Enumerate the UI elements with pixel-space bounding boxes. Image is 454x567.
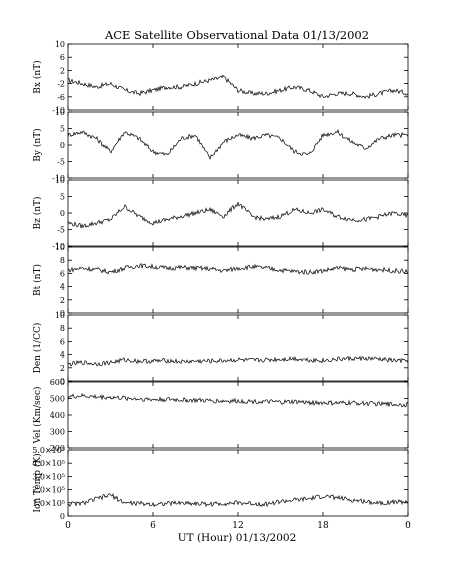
y-tick-label: 6 (60, 53, 65, 62)
y-tick-label: 0 (60, 377, 65, 386)
y-tick-label: 10 (55, 176, 65, 185)
y-tick-label: -6 (57, 93, 65, 102)
y-tick-label: 10 (55, 243, 65, 252)
y-tick-label: 10 (55, 108, 65, 117)
series-line (67, 355, 409, 367)
panel-6: 200 300 400 500 600 Vel (Km/sec) (32, 378, 409, 453)
panel-frame (67, 314, 409, 382)
y-tick-label: -10 (52, 174, 65, 183)
panel-1: -10 -6 -2 2 6 10 Bx (nT) (32, 40, 409, 115)
y-tick-label: -5 (57, 158, 65, 167)
y-tick-label: 5 (60, 193, 65, 202)
panel-2: -10 -5 0 5 10 By (nT) (32, 108, 409, 183)
x-tick-label: 18 (317, 521, 329, 531)
y-axis-label: Vel (Km/sec) (32, 386, 43, 444)
y-axis-label: By (nT) (32, 128, 43, 161)
x-axis: 0 6 12 18 0 (65, 521, 411, 531)
y-tick-label: 400 (50, 411, 65, 420)
y-tick-label: 5.0×10⁵ (32, 446, 65, 455)
x-axis-label: UT (Hour) 01/13/2002 (178, 532, 297, 544)
y-tick-label: 6 (60, 269, 65, 278)
y-axis-label: Ion Temp (K) (32, 453, 43, 512)
y-axis-label: Den (1/CC) (32, 323, 43, 374)
y-tick-label: 2 (60, 364, 65, 373)
y-tick-label: 0 (60, 209, 65, 218)
y-tick-label: 10 (55, 311, 65, 320)
panel-4: 0 2 4 6 8 10 Bt (nT) (32, 243, 409, 318)
y-tick-label: 2 (60, 66, 65, 75)
y-tick-label: -2 (57, 80, 65, 89)
y-tick-label: 0 (60, 512, 65, 521)
y-tick-label: 1.0×10⁵ (32, 499, 65, 508)
chart-title: ACE Satellite Observational Data 01/13/2… (104, 28, 369, 42)
y-tick-label: 0 (60, 309, 65, 318)
series-line (67, 202, 409, 229)
y-tick-label: 300 (50, 428, 65, 437)
series-line (67, 392, 409, 408)
y-tick-label: 600 (50, 378, 65, 387)
y-tick-label: 8 (60, 324, 65, 333)
y-tick-label: 4 (60, 283, 65, 292)
y-tick-label: -10 (52, 242, 65, 251)
y-tick-label: 4.0×10⁵ (32, 459, 65, 468)
y-tick-label: 6 (60, 337, 65, 346)
y-tick-label: 10 (55, 40, 65, 49)
y-tick-label: -5 (57, 226, 65, 235)
panel-frame (67, 381, 409, 449)
y-tick-label: 200 (50, 444, 65, 453)
y-tick-label: 4 (60, 351, 65, 360)
panel-5: 0 2 4 6 8 10 Den (1/CC) (32, 311, 409, 386)
y-tick-label: 2.0×10⁵ (32, 486, 65, 495)
y-tick-label: 0 (60, 141, 65, 150)
panel-frame (67, 449, 409, 517)
panel-3: -10 -5 0 5 10 Bz (nT) (32, 176, 409, 251)
series-line (67, 74, 409, 100)
y-tick-label: 8 (60, 256, 65, 265)
x-tick-label: 0 (65, 521, 71, 531)
y-tick-label: 500 (50, 395, 65, 404)
y-tick-label: 5 (60, 125, 65, 134)
series-line (67, 492, 409, 508)
y-axis-label: Bt (nT) (32, 264, 43, 296)
y-tick-label: 2 (60, 296, 65, 305)
series-line (67, 129, 409, 160)
series-line (67, 262, 409, 275)
y-axis-label: Bx (nT) (32, 60, 43, 93)
y-tick-label: -10 (52, 106, 65, 115)
panel-frame (67, 246, 409, 314)
panels-group: -10 -6 -2 2 6 10 Bx (nT) -10 -5 0 5 10 By (nT) -10 -5 0… (32, 40, 409, 521)
x-tick-label: 0 (405, 521, 411, 531)
y-axis-label: Bz (nT) (32, 196, 43, 229)
panel-frame (67, 43, 409, 111)
panel-7: 0 1.0×10⁵ 2.0×10⁵ 3.0×10⁵ 4.0×10⁵ 5.0×10⁵Ion … (32, 446, 409, 521)
x-tick-label: 12 (232, 521, 243, 531)
x-tick-label: 6 (150, 521, 156, 531)
panel-frame (67, 179, 409, 247)
panel-frame (67, 111, 409, 179)
y-tick-label: 3.0×10⁵ (32, 472, 65, 481)
